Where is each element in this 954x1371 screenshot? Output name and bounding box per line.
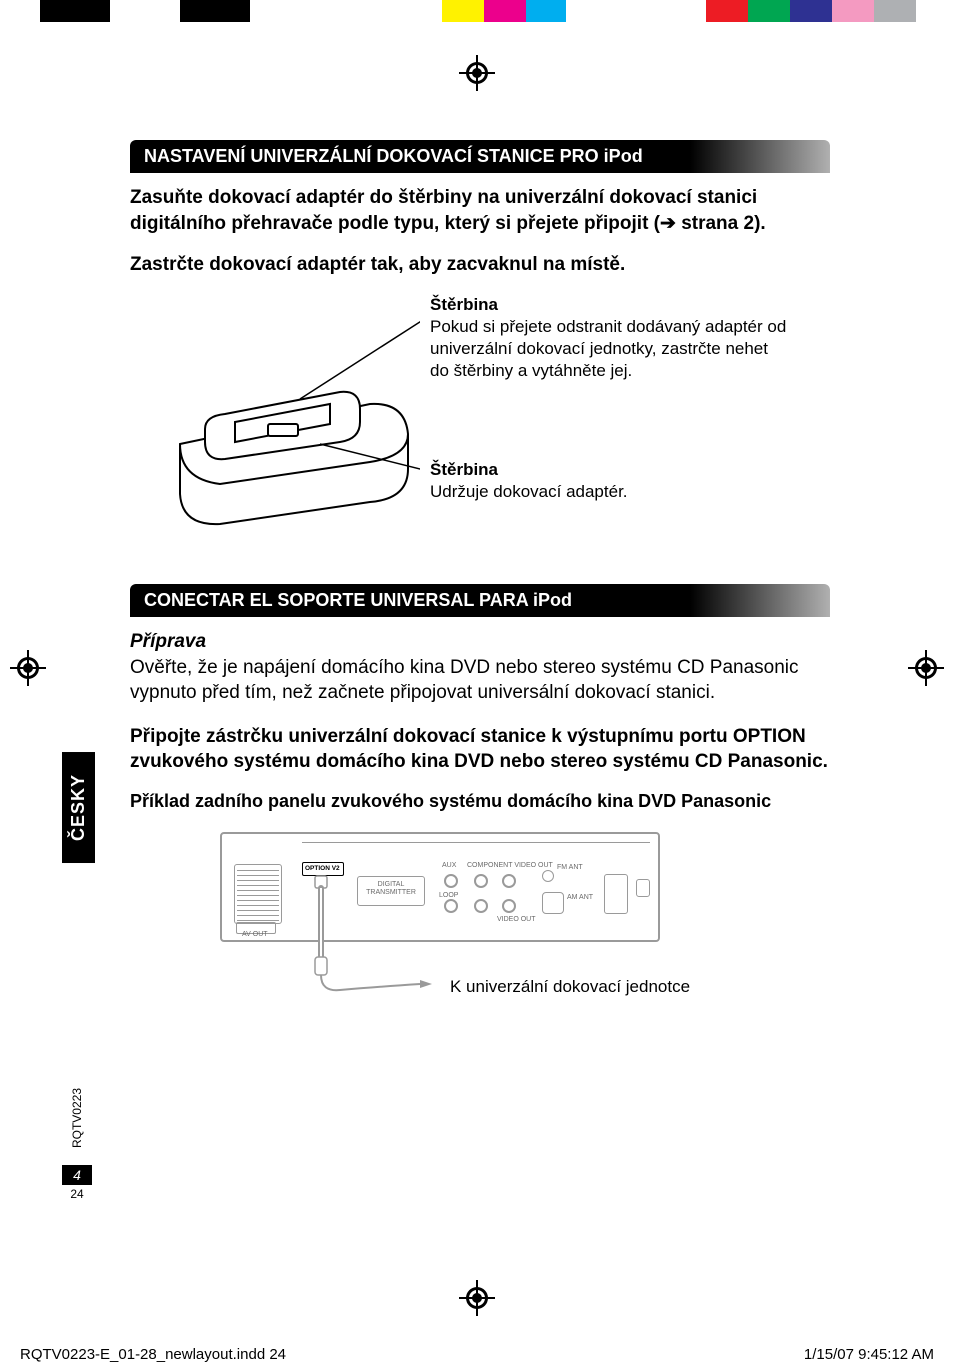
callout-2-text: Udržuje dokovací adaptér. bbox=[430, 481, 790, 503]
section-title-2: CONECTAR EL SOPORTE UNIVERSAL PARA iPod bbox=[130, 584, 830, 617]
dock-illustration bbox=[170, 294, 420, 534]
footer-timestamp: 1/15/07 9:45:12 AM bbox=[804, 1346, 934, 1363]
prep-label: Příprava bbox=[130, 631, 206, 652]
colorbar-swatch bbox=[832, 0, 874, 22]
prep-text: Ověřte, že je napájení domácího kina DVD… bbox=[130, 657, 799, 704]
callout-2: Štěrbina Udržuje dokovací adaptér. bbox=[430, 459, 790, 503]
colorbar-swatch bbox=[250, 0, 442, 22]
section-title-1: NASTAVENÍ UNIVERZÁLNÍ DOKOVACÍ STANICE P… bbox=[130, 140, 830, 173]
registration-mark-right bbox=[908, 650, 944, 686]
section2-paragraph-1: Připojte zástrčku univerzální dokovací s… bbox=[130, 724, 830, 775]
colorbar-swatch bbox=[566, 0, 706, 22]
colorbar-swatch bbox=[110, 0, 180, 22]
colorbar-swatch bbox=[40, 0, 110, 22]
callout-1-text: Pokud si přejete odstranit dodávaný adap… bbox=[430, 316, 790, 382]
colorbar-swatch bbox=[180, 0, 250, 22]
section2-preparation: Příprava Ověřte, že je napájení domácího… bbox=[130, 629, 830, 706]
registration-mark-bottom bbox=[459, 1280, 495, 1316]
callout-1: Štěrbina Pokud si přejete odstranit dodá… bbox=[430, 294, 790, 382]
registration-mark-top bbox=[459, 55, 495, 91]
colorbar-swatch bbox=[0, 0, 40, 22]
callout-1-label: Štěrbina bbox=[430, 294, 790, 316]
section1-paragraph-1: Zasuňte dokovací adaptér do štěrbiny na … bbox=[130, 185, 830, 236]
section1-paragraph-2: Zastrčte dokovací adaptér tak, aby zacva… bbox=[130, 252, 830, 278]
page-number-global: 24 bbox=[62, 1187, 92, 1201]
colorbar-swatch bbox=[748, 0, 790, 22]
doc-id: RQTV0223 bbox=[70, 1088, 84, 1148]
panel-caption: K univerzální dokovací jednotce bbox=[450, 977, 690, 997]
print-footer: RQTV0223-E_01-28_newlayout.indd 24 1/15/… bbox=[0, 1346, 954, 1363]
colorbar-swatch bbox=[526, 0, 566, 22]
page-info: RQTV0223 4 24 bbox=[62, 1088, 92, 1201]
callout-2-label: Štěrbina bbox=[430, 459, 790, 481]
colorbar-swatch bbox=[706, 0, 748, 22]
colorbar-swatch bbox=[916, 0, 954, 22]
page-content: NASTAVENÍ UNIVERZÁLNÍ DOKOVACÍ STANICE P… bbox=[130, 140, 830, 1032]
colorbar-swatch bbox=[484, 0, 526, 22]
footer-filename: RQTV0223-E_01-28_newlayout.indd 24 bbox=[20, 1346, 286, 1363]
registration-mark-left bbox=[10, 650, 46, 686]
colorbar-swatch bbox=[442, 0, 484, 22]
print-color-bar bbox=[0, 0, 954, 22]
page-number-local: 4 bbox=[62, 1165, 92, 1185]
rear-panel-figure: AV OUT OPTION V2 DIGITAL TRANSMITTER AUX… bbox=[220, 832, 830, 1032]
cable-illustration bbox=[220, 832, 660, 1032]
dock-figure: Štěrbina Pokud si přejete odstranit dodá… bbox=[130, 294, 830, 554]
section2-example-label: Příklad zadního panelu zvukového systému… bbox=[130, 791, 830, 812]
colorbar-swatch bbox=[790, 0, 832, 22]
colorbar-swatch bbox=[874, 0, 916, 22]
language-tab: ČESKY bbox=[62, 752, 95, 863]
